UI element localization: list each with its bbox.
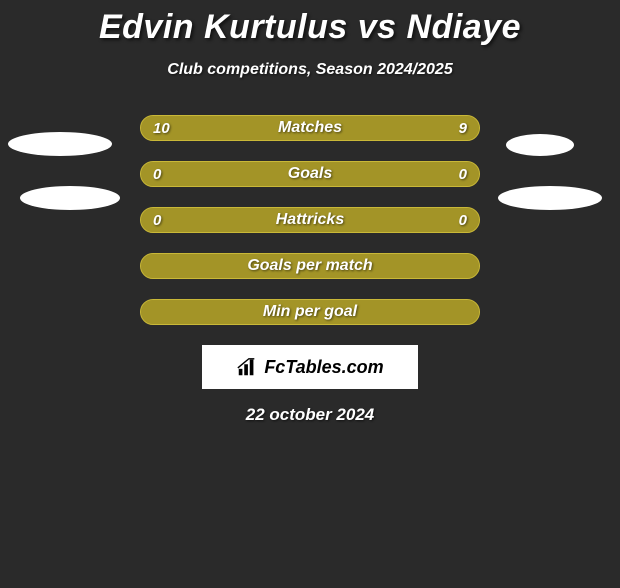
stat-row: 00Goals — [140, 161, 480, 187]
date-text: 22 october 2024 — [0, 405, 620, 425]
stat-label: Min per goal — [141, 300, 479, 324]
bar-chart-icon — [236, 356, 258, 378]
player2-name: Ndiaye — [407, 8, 522, 46]
stat-row: Goals per match — [140, 253, 480, 279]
bg-ellipse — [498, 186, 602, 210]
bg-ellipse — [8, 132, 112, 156]
stat-row: 00Hattricks — [140, 207, 480, 233]
logo-box: FcTables.com — [202, 345, 418, 389]
stat-label: Matches — [141, 116, 479, 140]
vs-text: vs — [358, 8, 397, 46]
stat-row: 109Matches — [140, 115, 480, 141]
subtitle: Club competitions, Season 2024/2025 — [0, 61, 620, 79]
stat-row: Min per goal — [140, 299, 480, 325]
comparison-title: Edvin Kurtulus vs Ndiaye — [0, 8, 620, 47]
player1-name: Edvin Kurtulus — [99, 8, 348, 46]
stat-label: Goals — [141, 162, 479, 186]
logo-text: FcTables.com — [264, 357, 383, 378]
bg-ellipse — [506, 134, 574, 156]
stat-label: Hattricks — [141, 208, 479, 232]
stat-label: Goals per match — [141, 254, 479, 278]
bg-ellipse — [20, 186, 120, 210]
stats-rows: 109Matches 00Goals 00Hattricks Goals per ma… — [140, 115, 480, 325]
